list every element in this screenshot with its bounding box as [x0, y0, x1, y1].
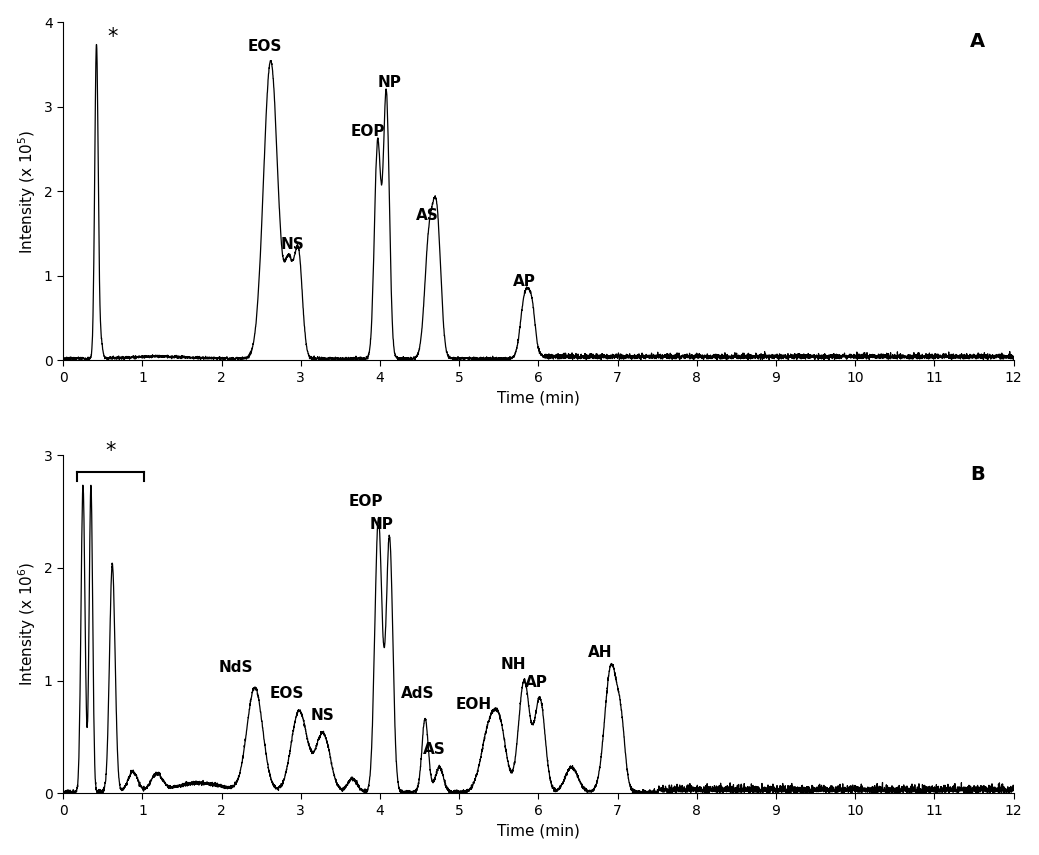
Text: AP: AP	[526, 675, 549, 690]
Text: NS: NS	[281, 237, 304, 252]
Text: EOS: EOS	[248, 39, 283, 55]
X-axis label: Time (min): Time (min)	[497, 823, 580, 839]
Text: AP: AP	[512, 274, 535, 288]
Text: EOP: EOP	[351, 124, 385, 139]
Text: EOP: EOP	[348, 494, 383, 510]
Text: NP: NP	[377, 75, 401, 90]
Text: EOH: EOH	[455, 697, 491, 712]
Text: AS: AS	[417, 209, 438, 223]
Text: *: *	[106, 441, 116, 461]
Text: NS: NS	[311, 709, 335, 723]
Text: *: *	[107, 27, 117, 47]
Text: NdS: NdS	[218, 660, 254, 675]
Text: B: B	[970, 465, 985, 484]
Text: AdS: AdS	[401, 686, 434, 701]
X-axis label: Time (min): Time (min)	[497, 391, 580, 405]
Text: EOS: EOS	[269, 686, 303, 701]
Text: NP: NP	[370, 516, 394, 532]
Y-axis label: Intensity (x 10$^6$): Intensity (x 10$^6$)	[17, 562, 38, 687]
Text: AS: AS	[423, 742, 445, 758]
Y-axis label: Intensity (x 10$^5$): Intensity (x 10$^5$)	[17, 129, 38, 253]
Text: A: A	[969, 32, 985, 51]
Text: NH: NH	[500, 657, 526, 671]
Text: AH: AH	[588, 646, 612, 660]
